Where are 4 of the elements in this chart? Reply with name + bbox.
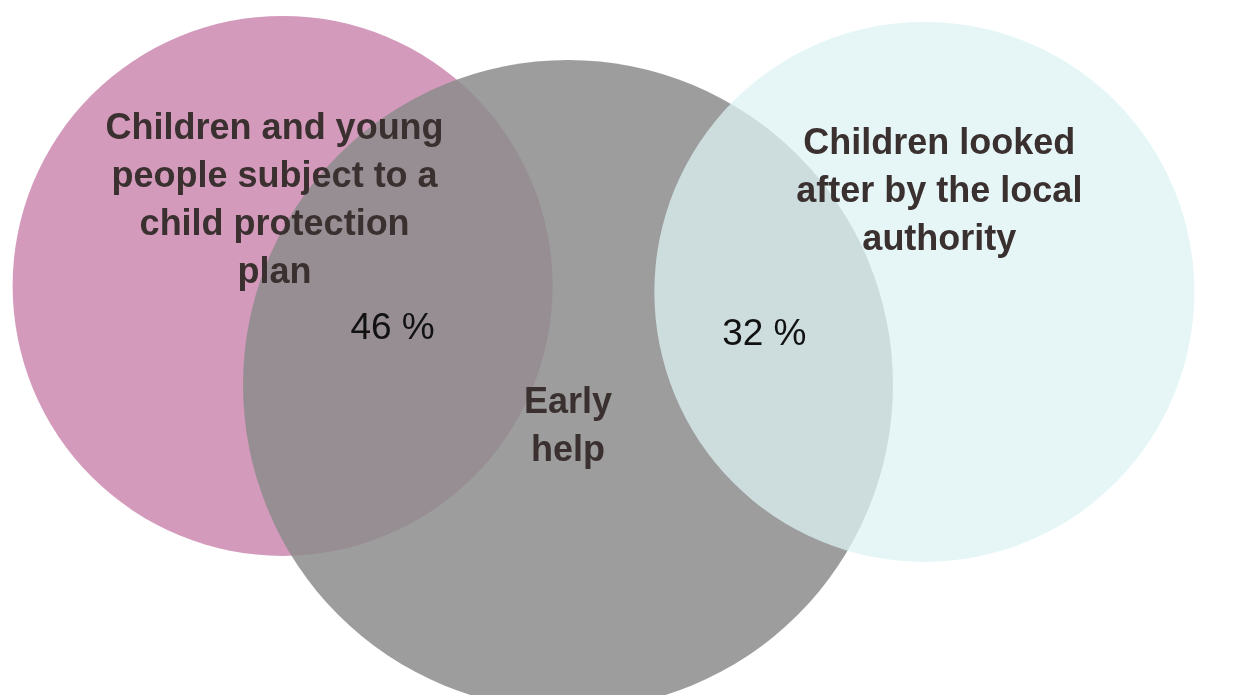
category-label: Early help (523, 379, 613, 469)
data-label: 32 % (722, 312, 807, 354)
data-label: 46 % (350, 306, 435, 348)
category-label: Children looked after by the local authority (796, 120, 1083, 258)
